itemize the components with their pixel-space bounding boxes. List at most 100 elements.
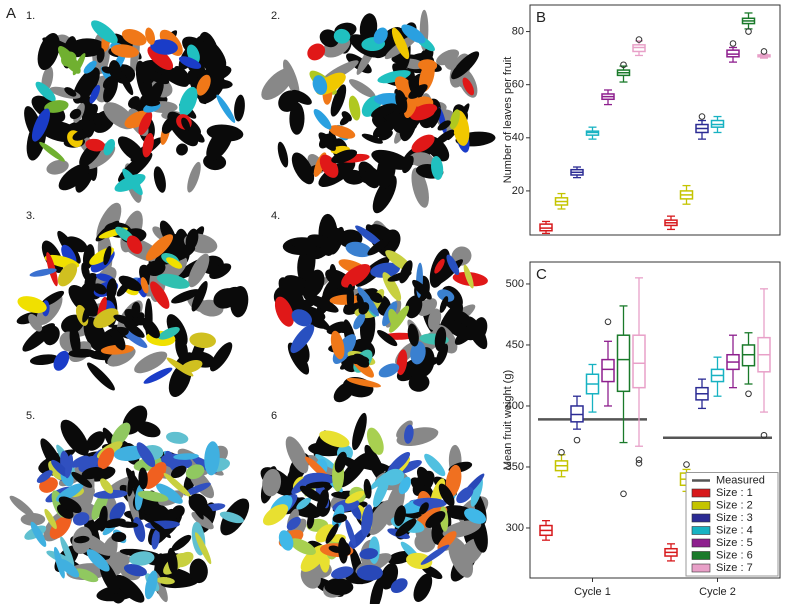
leaf (74, 568, 99, 583)
plant-image (273, 213, 488, 403)
leaf (91, 20, 118, 44)
leaf (291, 309, 312, 327)
leaf (462, 77, 475, 96)
leaf (296, 497, 311, 510)
leaf (328, 125, 356, 139)
leaf (69, 325, 81, 356)
outlier (558, 449, 565, 456)
leaf (59, 559, 80, 578)
leaf (361, 504, 373, 537)
leaf (405, 295, 423, 319)
leaf (85, 431, 106, 451)
leaf (329, 264, 337, 279)
leaf (97, 447, 115, 470)
leaf (299, 485, 323, 502)
leaf (126, 235, 143, 255)
box (632, 334, 646, 389)
leaf (382, 272, 402, 302)
leaf (30, 521, 47, 547)
leaf (46, 159, 69, 175)
leaf (436, 343, 449, 366)
leaf (153, 166, 166, 193)
leaf (93, 112, 104, 126)
leaf (448, 537, 474, 578)
leaf (39, 141, 65, 162)
leaf (348, 95, 361, 121)
leaf (188, 496, 204, 520)
leaf (359, 13, 378, 43)
outlier (745, 390, 752, 398)
leaf (355, 225, 385, 248)
leaf (65, 236, 88, 253)
leaf (348, 79, 376, 98)
plot-frame (529, 261, 781, 579)
leaf (430, 108, 441, 129)
leaf (319, 430, 350, 448)
leaf (300, 544, 328, 572)
leaf (147, 46, 174, 70)
leaf (390, 578, 408, 593)
leaf (402, 155, 414, 174)
leaf (161, 117, 176, 134)
leaf (357, 286, 379, 317)
leaf (109, 556, 132, 576)
leaf (108, 60, 122, 80)
leaf (437, 531, 457, 551)
y-tick-label: 300 (506, 522, 524, 534)
leaf (371, 103, 397, 119)
leaf (191, 281, 208, 312)
leaf (111, 531, 127, 543)
leaf (102, 75, 117, 90)
panel-label: B (536, 9, 546, 26)
leaf (345, 519, 356, 547)
box (601, 358, 615, 383)
leaf (412, 279, 432, 300)
leaf (388, 308, 399, 328)
leaf (356, 564, 383, 581)
leaf (83, 60, 97, 74)
leaf (408, 373, 430, 392)
leaf (398, 476, 411, 495)
leaf (346, 283, 355, 312)
outlier (635, 460, 643, 467)
leaf (439, 296, 449, 313)
leaf (304, 269, 325, 298)
leaf (166, 257, 183, 269)
leaf (28, 313, 43, 332)
leaf (345, 53, 372, 74)
y-tick-label: 450 (506, 339, 524, 351)
leaf (100, 478, 113, 494)
leaf (71, 471, 93, 488)
leaf (345, 490, 365, 504)
leaf (138, 467, 148, 490)
leaf (358, 302, 370, 315)
leaf (51, 459, 69, 478)
leaf (163, 473, 191, 497)
leaf (114, 173, 146, 192)
image-label: 6 (271, 410, 277, 422)
leaf (285, 436, 309, 474)
leaf (81, 466, 104, 480)
leaf (58, 496, 82, 514)
leaf (216, 94, 236, 123)
leaf (106, 278, 117, 301)
leaf (9, 495, 35, 518)
leaf (131, 301, 141, 319)
outlier (635, 456, 643, 463)
leaf (156, 273, 190, 289)
leaf (166, 431, 189, 444)
leaf (419, 502, 429, 515)
leaf (17, 296, 47, 314)
legend-label: Size : 7 (716, 562, 753, 574)
leaf (306, 236, 316, 274)
image-label: 1. (26, 10, 35, 22)
leaf (449, 109, 460, 130)
leaf (61, 51, 77, 67)
legend-label: Size : 5 (716, 537, 753, 549)
leaf (44, 508, 57, 530)
leaf (176, 143, 188, 156)
leaf (167, 547, 178, 575)
leaf (408, 84, 428, 99)
leaf (396, 349, 408, 376)
leaf (331, 149, 358, 164)
